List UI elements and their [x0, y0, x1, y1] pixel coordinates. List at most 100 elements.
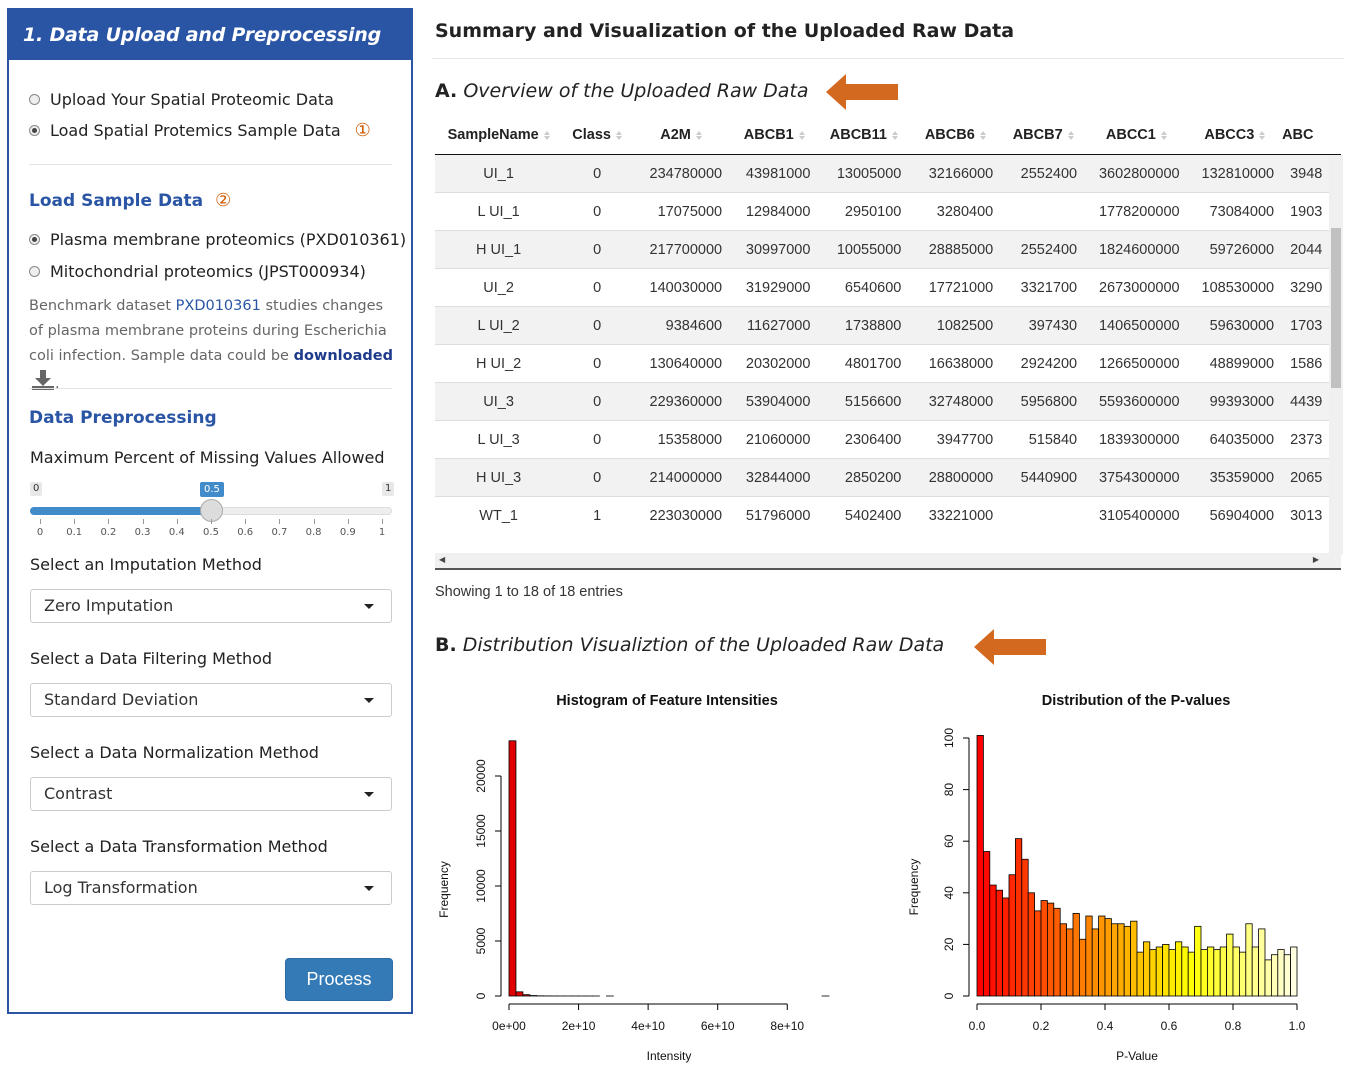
- sort-icon[interactable]: [695, 130, 702, 141]
- radio-button-checked[interactable]: [29, 125, 40, 136]
- table-cell: [1001, 496, 1086, 534]
- histogram-bar: [1290, 946, 1298, 997]
- column-header[interactable]: Class: [562, 116, 633, 155]
- sort-icon[interactable]: [1259, 130, 1266, 141]
- column-header[interactable]: ABC: [1282, 116, 1341, 155]
- column-header[interactable]: ABCC1: [1085, 116, 1188, 155]
- dataset-link[interactable]: PXD010361: [175, 298, 261, 314]
- scroll-right-icon[interactable]: ▶: [1312, 555, 1319, 564]
- normalization-select[interactable]: Contrast: [30, 777, 392, 811]
- table-cell: 35359000: [1187, 458, 1283, 497]
- column-header[interactable]: ABCB7: [1001, 116, 1086, 155]
- filtering-select[interactable]: Standard Deviation: [30, 683, 392, 717]
- table-cell: 64035000: [1187, 420, 1283, 459]
- column-header[interactable]: ABCB1: [730, 116, 819, 155]
- table-info: Showing 1 to 18 of 18 entries: [435, 584, 623, 600]
- sort-icon[interactable]: [979, 130, 986, 141]
- column-header[interactable]: ABCB11: [818, 116, 910, 155]
- slider-fill: [30, 507, 211, 515]
- sort-icon[interactable]: [616, 130, 622, 141]
- table-cell: 28800000: [909, 458, 1002, 497]
- table-row[interactable]: H UI_3 0 214000000 32844000 2850200 28800000 5…: [435, 458, 1341, 497]
- process-button[interactable]: Process: [285, 958, 393, 1001]
- table-cell: 2850200: [818, 458, 910, 497]
- histogram-bar: [1264, 959, 1272, 997]
- table-cell: UI_1: [435, 154, 563, 193]
- histogram-bar: [1194, 925, 1202, 997]
- table-cell: [1001, 192, 1086, 231]
- data-table-container[interactable]: SampleName Class A2M ABCB1 ABCB11 ABCB6 ABCB7 A…: [435, 116, 1341, 570]
- column-header[interactable]: A2M: [632, 116, 731, 155]
- table-cell: 1839300000: [1085, 420, 1188, 459]
- x-tick-label: 8e+10: [770, 1019, 804, 1033]
- radio-plasma[interactable]: Plasma membrane proteomics (PXD010361): [29, 230, 406, 249]
- column-header[interactable]: SampleName: [435, 116, 563, 155]
- histogram-bar: [1206, 946, 1215, 997]
- histogram-bar: [1232, 946, 1240, 997]
- table-row[interactable]: H UI_1 0 217700000 30997000 10055000 28885000…: [435, 230, 1341, 269]
- section-a-text: Overview of the Uploaded Raw Data: [463, 80, 809, 102]
- table-row[interactable]: L UI_2 0 9384600 11627000 1738800 1082500 3974…: [435, 306, 1341, 345]
- radio-mito[interactable]: Mitochondrial proteomics (JPST000934): [29, 262, 366, 281]
- histogram-bar: [1200, 949, 1208, 997]
- table-cell: 2673000000: [1085, 268, 1188, 307]
- sort-icon[interactable]: [543, 130, 550, 141]
- radio-load-sample[interactable]: Load Spatial Protemics Sample Data ①: [29, 120, 371, 141]
- table-row[interactable]: UI_2 0 140030000 31929000 6540600 17721000 332…: [435, 268, 1341, 307]
- histogram-bar: [1053, 907, 1061, 997]
- x-tick-label: 4e+10: [631, 1019, 665, 1033]
- slider-tick-label: 0.6: [237, 527, 254, 538]
- scroll-left-icon[interactable]: ◀: [439, 555, 446, 564]
- histogram-bar: [983, 851, 991, 997]
- histogram-bar: [1008, 874, 1016, 997]
- download-link[interactable]: downloaded: [293, 348, 393, 364]
- sort-icon[interactable]: [1067, 130, 1074, 141]
- section-b-letter: B.: [435, 634, 457, 656]
- table-row[interactable]: L UI_3 0 15358000 21060000 2306400 3947700 515…: [435, 420, 1341, 459]
- table-cell: 132810000: [1187, 154, 1283, 193]
- table-cell: 59630000: [1187, 306, 1283, 345]
- histogram-bar: [1162, 943, 1170, 997]
- table-row[interactable]: WT_1 1 223030000 51796000 5402400 33221000 310…: [435, 496, 1341, 534]
- y-tick-label: 10000: [474, 869, 488, 903]
- sort-icon[interactable]: [891, 130, 898, 141]
- column-header[interactable]: ABCC3: [1187, 116, 1283, 155]
- histogram-bar: [1059, 923, 1067, 997]
- sidebar-header: 1. Data Upload and Preprocessing: [9, 10, 411, 60]
- imputation-select[interactable]: Zero Imputation: [30, 589, 392, 623]
- radio-upload-data[interactable]: Upload Your Spatial Proteomic Data: [29, 90, 334, 109]
- table-cell: H UI_3: [435, 458, 563, 497]
- table-cell: 234780000: [632, 154, 731, 193]
- radio-button[interactable]: [29, 94, 40, 105]
- table-row[interactable]: UI_1 0 234780000 43981000 13005000 32166000 25…: [435, 154, 1341, 193]
- histogram-bar: [1078, 938, 1087, 997]
- table-cell: L UI_3: [435, 420, 563, 459]
- vertical-scrollbar-thumb[interactable]: [1331, 228, 1341, 388]
- column-header-label: ABCB1: [743, 127, 794, 143]
- sort-icon[interactable]: [798, 130, 805, 141]
- x-tick-label: 0.0: [969, 1019, 986, 1033]
- table-row[interactable]: H UI_2 0 130640000 20302000 4801700 16638000 2…: [435, 344, 1341, 383]
- column-header[interactable]: ABCB6: [909, 116, 1002, 155]
- table-row[interactable]: L UI_1 0 17075000 12984000 2950100 3280400 177…: [435, 192, 1341, 231]
- filtering-select-value: Standard Deviation: [44, 690, 199, 709]
- radio-button-checked[interactable]: [29, 234, 40, 245]
- horizontal-scrollbar[interactable]: ◀ ▶: [435, 553, 1341, 570]
- filtering-label: Select a Data Filtering Method: [30, 649, 273, 668]
- histogram-bar: [508, 740, 517, 997]
- slider-tick-label: 0.7: [271, 527, 288, 538]
- imputation-select-value: Zero Imputation: [44, 596, 174, 615]
- table-cell: 1824600000: [1085, 230, 1188, 269]
- y-tick-label: 5000: [474, 927, 488, 954]
- missing-values-label: Maximum Percent of Missing Values Allowe…: [30, 448, 385, 467]
- sort-icon[interactable]: [1160, 130, 1167, 141]
- transformation-select[interactable]: Log Transformation: [30, 871, 392, 905]
- y-tick-label: 20: [942, 937, 956, 951]
- table-row[interactable]: UI_3 0 229360000 53904000 5156600 32748000 595…: [435, 382, 1341, 421]
- radio-label: Upload Your Spatial Proteomic Data: [50, 90, 334, 109]
- table-cell: 515840: [1001, 420, 1086, 459]
- x-tick-label: 0.8: [1225, 1019, 1242, 1033]
- radio-button[interactable]: [29, 266, 40, 277]
- table-cell: 0: [562, 154, 633, 193]
- table-cell: 99393000: [1187, 382, 1283, 421]
